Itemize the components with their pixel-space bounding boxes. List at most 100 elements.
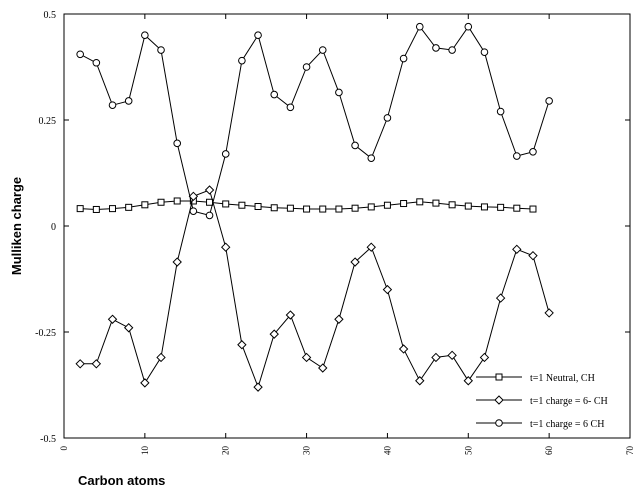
data-point (334, 314, 344, 324)
x-tick-label: 70 (625, 446, 635, 456)
data-point (464, 22, 473, 31)
data-point (141, 201, 149, 209)
data-point (480, 203, 488, 211)
y-tick-label: 0.25 (39, 116, 57, 127)
data-point (303, 205, 311, 213)
data-point (206, 198, 214, 206)
data-point (204, 185, 215, 195)
data-point (253, 382, 263, 392)
data-point (107, 314, 118, 324)
y-tick-label: 0.5 (44, 10, 57, 21)
data-point (351, 141, 359, 150)
data-point (301, 352, 312, 363)
data-point (335, 205, 343, 213)
data-point (108, 101, 117, 109)
data-point (92, 205, 100, 213)
data-point (254, 202, 262, 210)
data-point (416, 198, 424, 206)
data-point (92, 58, 101, 67)
data-point (415, 376, 425, 386)
legend-marker (494, 395, 504, 405)
data-point (431, 352, 441, 363)
series-diamond (75, 185, 554, 392)
series-square (76, 197, 537, 213)
x-tick-label: 20 (221, 446, 231, 456)
legend-entry: t=1 charge = 6- CH (476, 395, 608, 407)
series-group (75, 22, 554, 392)
x-tick-label: 60 (544, 446, 554, 456)
series-circle (76, 22, 553, 220)
data-point (222, 200, 230, 208)
data-point (76, 50, 84, 59)
y-tick-label: -0.5 (40, 434, 56, 445)
data-point (480, 48, 489, 56)
legend-label: t=1 charge = 6- CH (530, 396, 608, 407)
data-point (497, 203, 505, 211)
data-point (432, 44, 440, 52)
data-point (529, 205, 537, 213)
data-point (269, 329, 279, 339)
data-point (512, 244, 522, 255)
y-tick-label: -0.25 (35, 328, 56, 339)
data-point (238, 56, 246, 65)
data-point (545, 97, 553, 105)
x-tick-label: 10 (140, 446, 150, 456)
data-point (398, 344, 409, 354)
y-tick-label: 0 (51, 222, 56, 233)
data-point (448, 46, 456, 54)
legend-label: t=1 Neutral, CH (530, 373, 595, 384)
x-tick-label: 50 (463, 446, 473, 456)
legend-label: t=1 charge = 6 CH (530, 419, 604, 430)
data-point (91, 359, 102, 369)
data-point (125, 203, 133, 211)
data-point (270, 90, 279, 99)
data-point (172, 257, 182, 267)
data-point (109, 205, 117, 213)
data-point (237, 340, 247, 350)
legend-marker (495, 373, 503, 381)
data-point (205, 211, 214, 220)
data-point (76, 205, 84, 213)
data-point (544, 308, 554, 318)
data-point (141, 31, 149, 40)
data-point (319, 205, 327, 213)
axis-ticks: 0.50.250-0.25-0.50 10 20 30 40 50 60 70 (35, 10, 635, 455)
data-point (366, 242, 376, 252)
data-point (382, 284, 393, 295)
data-point (173, 197, 181, 205)
data-point (221, 150, 230, 158)
data-point (335, 88, 343, 97)
legend-entry: t=1 Neutral, CH (476, 373, 595, 384)
data-point (189, 207, 198, 215)
data-point (463, 376, 473, 386)
data-point (318, 46, 327, 54)
series-line (79, 25, 550, 217)
data-point (173, 139, 181, 148)
legend: t=1 Neutral, CH t=1 charge = 6- CH t=1 cha… (476, 373, 608, 430)
data-point (123, 323, 134, 333)
data-point (75, 359, 85, 369)
data-point (399, 54, 408, 63)
series-line (80, 189, 550, 389)
data-point (140, 378, 150, 388)
data-point (400, 200, 408, 208)
data-point (496, 107, 505, 116)
data-point (495, 293, 506, 303)
x-tick-label: 0 (59, 446, 69, 451)
data-point (528, 250, 538, 261)
x-tick-label: 40 (382, 446, 392, 456)
data-point (464, 202, 472, 210)
data-point (124, 97, 133, 105)
data-point (351, 204, 359, 212)
data-point (157, 46, 165, 54)
data-point (513, 152, 521, 160)
data-point (513, 204, 521, 212)
data-point (221, 242, 231, 252)
data-point (448, 201, 456, 209)
data-point (156, 352, 166, 363)
data-point (479, 352, 490, 363)
data-point (432, 199, 440, 207)
data-point (529, 148, 537, 156)
